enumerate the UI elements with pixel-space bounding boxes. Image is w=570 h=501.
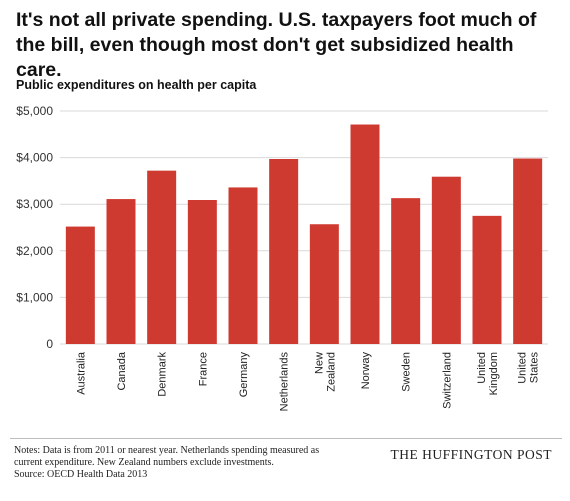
bar — [187, 200, 217, 344]
note-line-3: Source: OECD Health Data 2013 — [14, 469, 148, 480]
x-axis-category-labels: Australia Canada Denmark France Germany Nethe… — [75, 351, 540, 411]
chart-headline: It's not all private spending. U.S. taxp… — [16, 9, 537, 81]
note-line-2: current expenditure. New Zealand numbers… — [14, 457, 274, 468]
x-category-label: Zealand — [325, 352, 337, 392]
bars — [65, 124, 543, 344]
brand-logo-text: THE HUFFINGTON POST — [390, 447, 552, 462]
y-tick-label: $4,000 — [16, 151, 53, 165]
x-category-label: United — [517, 352, 529, 384]
bar — [147, 170, 177, 344]
bar — [309, 224, 339, 344]
x-category-label: Denmark — [157, 352, 169, 397]
bar — [228, 187, 258, 344]
bar — [65, 226, 95, 344]
bar-chart: 0 $1,000 $2,000 $3,000 $4,000 $5,000 Australi… — [16, 104, 548, 411]
y-tick-label: 0 — [46, 337, 53, 351]
x-category-label: Sweden — [401, 352, 413, 392]
x-category-label: France — [197, 352, 209, 386]
x-category-label: Kingdom — [488, 352, 500, 395]
gridlines — [60, 110, 548, 345]
bar — [106, 199, 136, 344]
bar — [431, 176, 461, 344]
y-axis-tick-labels: 0 $1,000 $2,000 $3,000 $4,000 $5,000 — [16, 104, 53, 351]
bar — [269, 158, 299, 344]
x-category-label: Germany — [238, 352, 250, 398]
footer-divider — [10, 438, 562, 439]
y-tick-label: $2,000 — [16, 244, 53, 258]
x-category-label: United — [476, 352, 488, 384]
bar — [350, 124, 380, 344]
x-category-label: Norway — [360, 352, 372, 390]
note-line-1: Notes: Data is from 2011 or nearest year… — [14, 445, 320, 456]
x-category-label: New — [313, 352, 325, 374]
x-category-label: States — [529, 352, 541, 384]
footer-notes: Notes: Data is from 2011 or nearest year… — [14, 445, 374, 481]
x-category-label: Canada — [116, 351, 128, 390]
bar — [472, 215, 502, 344]
x-category-label: Switzerland — [441, 352, 453, 409]
y-tick-label: $5,000 — [16, 104, 53, 118]
x-category-label: Australia — [75, 351, 87, 395]
chart-subtitle: Public expenditures on health per capita — [16, 78, 257, 92]
y-tick-label: $3,000 — [16, 197, 53, 211]
bar — [391, 198, 421, 344]
y-tick-label: $1,000 — [16, 290, 53, 304]
bar — [513, 158, 543, 344]
x-category-label: Netherlands — [279, 352, 291, 412]
